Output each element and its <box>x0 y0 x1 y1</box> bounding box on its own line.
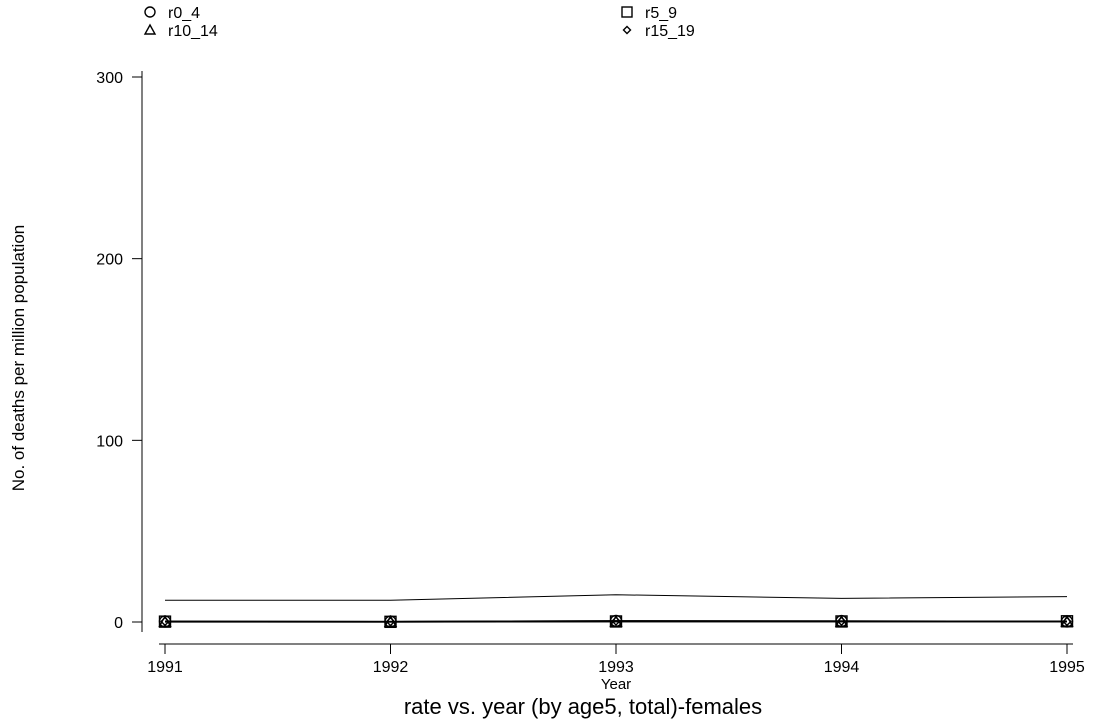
chart-title: rate vs. year (by age5, total)-females <box>404 694 762 719</box>
x-tick-label: 1993 <box>598 659 634 676</box>
legend: r0_4 r5_9 r10_14 r15_19 <box>143 5 695 40</box>
data-point-diamond <box>611 616 621 626</box>
data-point-diamond <box>836 616 847 627</box>
legend-marker-circle <box>144 6 156 18</box>
x-tick-label: 1995 <box>1049 659 1085 676</box>
data-point-diamond <box>1062 616 1072 627</box>
y-tick-label: 100 <box>96 433 123 450</box>
y-tick-label: 300 <box>96 70 123 87</box>
legend-label: r10_14 <box>168 23 218 40</box>
series-unlabeled <box>165 594 1068 601</box>
legend-marker-square <box>621 6 633 18</box>
series-line <box>165 594 1068 601</box>
data-point-diamond <box>385 616 396 627</box>
data-series <box>158 594 1074 629</box>
x-axis-label: Year <box>601 676 631 693</box>
x-tick-label: 1994 <box>824 659 860 676</box>
legend-label: r15_19 <box>645 23 695 40</box>
legend-item: r5_9 <box>621 5 677 22</box>
legend-marker-triangle <box>143 23 157 35</box>
y-tick-label: 0 <box>114 615 123 632</box>
legend-marker-diamond <box>622 25 632 35</box>
x-axis-ticks: 1991 1992 1993 1994 1995 <box>147 644 1085 676</box>
legend-label: r0_4 <box>168 5 200 22</box>
legend-item: r15_19 <box>622 23 695 40</box>
x-tick-label: 1991 <box>147 659 183 676</box>
y-axis-label: No. of deaths per million population <box>9 225 28 492</box>
y-tick-label: 200 <box>96 252 123 269</box>
legend-item: r10_14 <box>143 23 218 40</box>
legend-label: r5_9 <box>645 5 677 22</box>
legend-item: r0_4 <box>144 5 200 22</box>
series-r15_19 <box>160 616 1072 627</box>
x-tick-label: 1992 <box>373 659 409 676</box>
y-axis-ticks: 0 100 200 300 <box>96 70 142 632</box>
series-line <box>164 620 1068 623</box>
data-point-diamond <box>160 616 170 627</box>
